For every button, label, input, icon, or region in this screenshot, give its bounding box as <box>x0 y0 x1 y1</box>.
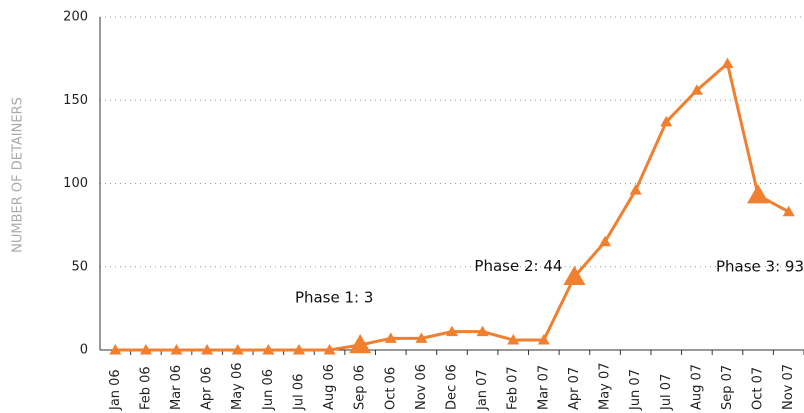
x-tick-label: Nov 07 <box>781 364 796 410</box>
data-marker <box>292 344 305 355</box>
data-marker <box>537 334 550 345</box>
annotation: Phase 2: 44 <box>474 257 562 275</box>
x-tick-label: Dec 06 <box>445 364 460 410</box>
data-marker <box>690 84 703 95</box>
x-tick-label: Oct 06 <box>383 367 398 410</box>
data-marker <box>231 344 244 355</box>
data-marker <box>415 332 428 343</box>
x-tick-label: Feb 06 <box>138 366 153 410</box>
x-tick-label: Jul 06 <box>291 374 306 411</box>
data-marker <box>170 344 183 355</box>
data-marker <box>109 344 122 355</box>
annotation: Phase 1: 3 <box>295 289 373 307</box>
x-tick-label: Sep 06 <box>353 365 368 410</box>
data-marker <box>476 325 489 337</box>
y-tick-label: 50 <box>71 259 88 274</box>
data-marker <box>721 57 734 69</box>
y-tick-label: 0 <box>80 343 88 358</box>
x-tick-label: Jun 07 <box>628 369 643 411</box>
x-tick-label: Nov 06 <box>414 364 429 410</box>
x-tick-label: Jan 07 <box>475 369 490 411</box>
x-tick-label: Aug 07 <box>689 364 704 410</box>
x-tick-label: Jun 06 <box>261 369 276 411</box>
x-tick-label: Jul 07 <box>659 374 674 411</box>
x-tick-label: Oct 07 <box>751 367 766 410</box>
y-tick-label: 100 <box>63 176 88 191</box>
data-marker <box>660 115 673 127</box>
y-tick-label: 150 <box>63 93 88 108</box>
data-marker <box>782 205 795 217</box>
data-marker <box>599 235 612 247</box>
x-tick-label: Mar 06 <box>169 365 184 410</box>
x-tick-label: May 06 <box>230 362 245 410</box>
x-tick-label: Aug 06 <box>322 364 337 410</box>
x-tick-label: May 07 <box>598 362 613 410</box>
y-tick-label: 200 <box>63 10 88 25</box>
x-tick-label: Feb 07 <box>506 366 521 410</box>
x-tick-label: Apr 06 <box>200 367 215 410</box>
x-tick-label: Jan 06 <box>108 369 123 411</box>
x-tick-label: Mar 07 <box>536 365 551 410</box>
data-marker <box>629 184 642 195</box>
data-marker <box>262 344 275 355</box>
data-line <box>115 60 790 352</box>
y-axis-title: NUMBER OF DETAINERS <box>11 97 26 253</box>
data-marker <box>446 325 458 337</box>
data-marker <box>384 332 397 343</box>
x-tick-label: Apr 07 <box>567 367 582 410</box>
x-tick-label: Sep 07 <box>720 365 735 410</box>
data-marker <box>201 344 214 355</box>
annotation: Phase 3: 93 <box>716 258 804 276</box>
data-marker <box>563 265 586 285</box>
data-marker <box>507 334 520 345</box>
data-marker <box>747 184 770 204</box>
data-marker <box>323 344 336 355</box>
data-marker <box>139 344 152 355</box>
data-marker <box>349 334 372 354</box>
